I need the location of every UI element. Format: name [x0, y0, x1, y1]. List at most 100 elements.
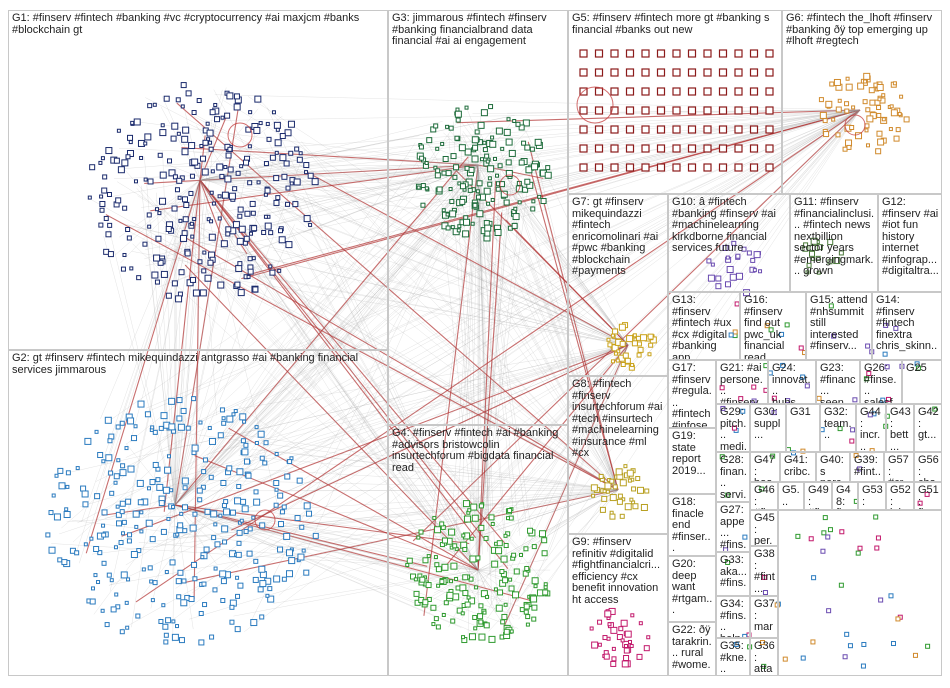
network-node — [881, 117, 886, 122]
network-edge — [240, 344, 629, 487]
network-node — [809, 244, 816, 251]
network-node — [303, 162, 310, 169]
network-node — [452, 543, 458, 549]
network-node — [594, 49, 604, 58]
network-node — [531, 616, 537, 622]
network-node — [48, 546, 56, 554]
network-node — [236, 540, 242, 546]
network-node — [167, 158, 173, 164]
network-node — [454, 135, 460, 141]
network-node — [168, 397, 176, 405]
network-node — [207, 426, 212, 431]
network-node — [98, 222, 104, 228]
group-cell-g19: G19: state report 2019... — [668, 428, 716, 494]
group-cell-g57: G57: #cr... — [884, 452, 914, 482]
network-node — [912, 652, 918, 658]
network-edge — [244, 344, 629, 632]
network-edge — [488, 344, 629, 610]
network-edge — [477, 164, 489, 521]
network-node — [488, 514, 495, 521]
network-node — [883, 322, 889, 328]
network-node — [177, 423, 185, 431]
network-node — [500, 555, 508, 563]
network-edge — [477, 569, 479, 619]
network-edge — [477, 164, 492, 522]
network-node — [609, 494, 617, 502]
group-label-g15: G15: attend #nhsummit still interested #… — [810, 294, 871, 352]
group-label-g14: G14: #finserv #fintech finextra chris_sk… — [876, 294, 938, 360]
network-node — [630, 363, 635, 368]
network-node — [133, 424, 138, 429]
network-edge — [174, 504, 451, 528]
network-node — [512, 591, 520, 599]
group-cell-g24: G24: innovat... hubs... — [768, 360, 816, 404]
network-node — [236, 483, 242, 489]
network-node — [845, 76, 850, 81]
network-edge — [170, 164, 479, 525]
network-node — [221, 525, 229, 533]
network-node — [495, 604, 503, 612]
network-node — [83, 542, 88, 547]
network-node — [540, 198, 547, 205]
network-node — [101, 532, 107, 538]
network-edge — [174, 118, 460, 506]
network-node — [176, 177, 183, 184]
network-node — [159, 197, 167, 205]
network-node — [640, 503, 648, 511]
network-edge — [199, 160, 486, 181]
network-node — [855, 550, 861, 556]
network-node — [171, 205, 178, 212]
network-node — [473, 626, 478, 631]
network-node — [277, 228, 283, 234]
network-node — [508, 585, 515, 592]
network-node — [286, 570, 294, 578]
network-node — [762, 590, 768, 596]
network-node — [610, 68, 619, 77]
network-edge — [443, 109, 861, 508]
network-node — [202, 250, 207, 255]
network-node — [94, 429, 99, 434]
network-node — [220, 115, 225, 120]
network-node — [598, 473, 604, 479]
network-node — [636, 352, 642, 358]
group-label-g56: G56: cha... — [918, 454, 939, 481]
network-node — [109, 578, 114, 583]
network-node — [646, 635, 651, 640]
network-node — [544, 171, 552, 179]
group-cell-g4: G4: #finserv #fintech #ai #banking #advi… — [388, 425, 568, 676]
network-node — [623, 464, 628, 469]
network-edge — [488, 109, 861, 165]
network-node — [243, 458, 250, 465]
network-node — [105, 147, 113, 155]
group-label-g11: G11: #finserv #financialinclusi... #fint… — [794, 196, 875, 277]
network-edge — [502, 183, 619, 491]
network-node — [612, 328, 619, 335]
network-node — [419, 576, 426, 583]
network-node — [822, 515, 828, 521]
group-cell-g32: G32: team... — [820, 404, 856, 452]
network-node — [880, 397, 886, 403]
network-node — [263, 440, 269, 446]
network-node — [191, 396, 197, 402]
network-node — [838, 250, 844, 256]
network-node — [450, 562, 458, 570]
network-node — [722, 244, 729, 251]
network-node — [150, 425, 155, 430]
network-node — [188, 142, 196, 150]
network-node — [604, 482, 612, 490]
network-node — [252, 576, 259, 583]
network-node — [503, 128, 511, 136]
network-edge — [301, 141, 619, 491]
network-node — [860, 663, 866, 669]
network-node — [765, 87, 774, 96]
network-node — [612, 484, 618, 490]
network-edge — [446, 344, 629, 566]
network-edge — [180, 214, 619, 491]
group-cell-g48: G48: fin... — [832, 482, 858, 510]
network-node — [82, 501, 89, 508]
network-edge — [174, 504, 509, 602]
network-node — [857, 82, 865, 90]
network-node — [139, 155, 144, 160]
network-node — [155, 207, 160, 212]
network-edge — [170, 164, 479, 284]
